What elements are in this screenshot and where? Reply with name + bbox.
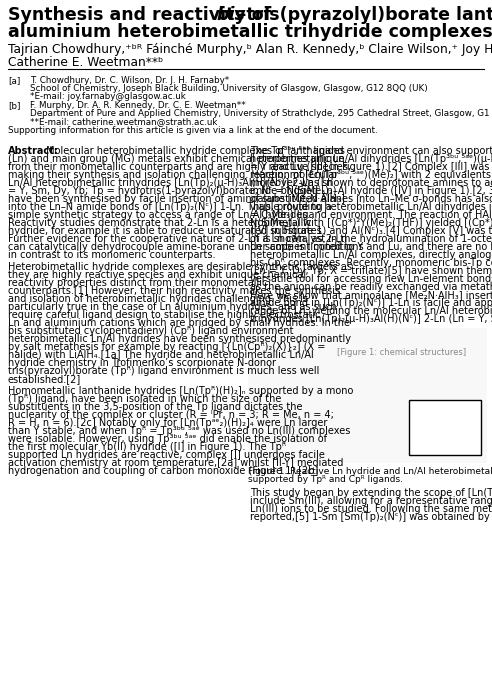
Text: = Y and Lu ([III] in Figure 1).[2] Complex [III] was synthesised by: = Y and Lu ([III] in Figure 1).[2] Compl…: [250, 162, 492, 172]
Text: require careful ligand design to stabilise the highly electrostatic: require careful ligand design to stabili…: [8, 310, 320, 320]
Text: Supporting information for this article is given via a link at the end of the do: Supporting information for this article …: [8, 126, 378, 135]
Text: T. Chowdhury, Dr. C. Wilson, Dr. J. H. Farnaby*: T. Chowdhury, Dr. C. Wilson, Dr. J. H. F…: [30, 76, 229, 85]
Text: reactivity properties distinct from their monometallic: reactivity properties distinct from thei…: [8, 278, 267, 288]
Text: Figure 1. Reactive Ln hydride and Ln/Al heterobimetallic hydride complexes: Figure 1. Reactive Ln hydride and Ln/Al …: [248, 467, 492, 476]
Text: particularly true in the case of Ln aluminium hydrides, and as such: particularly true in the case of Ln alum…: [8, 302, 337, 312]
Text: reaction of [Ln(Tp³ᵇᵘ,⁵ᵃᵉ)(Me)₂] with 2 equivalents of HAlMe₂, and: reaction of [Ln(Tp³ᵇᵘ,⁵ᵃᵉ)(Me)₂] with 2 …: [250, 170, 492, 180]
Text: as the anion can be readily exchanged via metathesis or protonolysis.: as the anion can be readily exchanged vi…: [250, 282, 492, 292]
Text: halide) with LiAlH₄.[1a] The hydride and heterobimetallic Ln/Al: halide) with LiAlH₄.[1a] The hydride and…: [8, 350, 314, 360]
Text: hydride, for example it is able to reduce unsaturated substrates.: hydride, for example it is able to reduc…: [8, 226, 325, 236]
Text: reported,[5] 1-Sm [Sm(Tp)₂(Nᶜ)] was obtained by: reported,[5] 1-Sm [Sm(Tp)₂(Nᶜ)] was obta…: [250, 512, 490, 522]
Text: trihydrides [Ln(Tp)₂(μ-H)₃Al(H)(Nᶜ)] 2-Ln (Ln = Y, Sm, Dy, Yb).: trihydrides [Ln(Tp)₂(μ-H)₃Al(H)(Nᶜ)] 2-L…: [250, 314, 492, 324]
Text: (Tpᴿ) ligand, have been isolated in which the size of the: (Tpᴿ) ligand, have been isolated in whic…: [8, 394, 281, 404]
Text: [Figure 1: chemical structures]: [Figure 1: chemical structures]: [337, 348, 466, 357]
Text: (Ln) and main group (MG) metals exhibit chemical properties unique: (Ln) and main group (MG) metals exhibit …: [8, 154, 344, 164]
Text: = Y, Sm, Dy, Yb; Tp = hydrotris(1-pyrazolyl)borate; Nᶜ = N(SiMe₃)₂): = Y, Sm, Dy, Yb; Tp = hydrotris(1-pyrazo…: [8, 186, 337, 196]
Text: Molecular heterobimetallic hydride complexes of lanthanides: Molecular heterobimetallic hydride compl…: [42, 146, 344, 156]
Text: can catalytically dehydrocouple amine-borane under ambient conditions: can catalytically dehydrocouple amine-bo…: [8, 242, 364, 252]
Text: include Sm(III), allowing for a representative range of differing: include Sm(III), allowing for a represen…: [250, 496, 492, 506]
Text: range of Ln, yielding the molecular Ln/Al heterobimetallic: range of Ln, yielding the molecular Ln/A…: [250, 306, 492, 316]
Text: have been synthesised by facile insertion of aminoalane [Me₂N·AlH₃]: have been synthesised by facile insertio…: [8, 194, 345, 204]
Text: The Tp³ᵇᵘ,⁵ᵃᵉ ligand environment can also support monomeric: The Tp³ᵇᵘ,⁵ᵃᵉ ligand environment can als…: [250, 146, 492, 156]
Text: F. Murphy, Dr. A. R. Kennedy, Dr. C. E. Weetman**: F. Murphy, Dr. A. R. Kennedy, Dr. C. E. …: [30, 101, 246, 110]
Text: Ln(III) ions to be studied. Following the same method as previously: Ln(III) ions to be studied. Following th…: [250, 504, 492, 514]
Text: Ln scope is limited to Y and Lu, and there are no bis-Tp stabilised: Ln scope is limited to Y and Lu, and the…: [250, 242, 492, 252]
Text: in contrast to its monomeric counterparts.: in contrast to its monomeric counterpart…: [8, 250, 215, 260]
Text: Heterobimetallic hydride complexes are desirable synthetic targets as: Heterobimetallic hydride complexes are d…: [8, 262, 352, 272]
Text: viable route to heterobimetallic Ln/Al dihydrides in the bis-Cp* (Cp*: viable route to heterobimetallic Ln/Al d…: [250, 202, 492, 212]
Text: into the Ln–N amide bonds of [Ln(Tp)₂(Nᶜ)] 1-Ln. Thus, providing a: into the Ln–N amide bonds of [Ln(Tp)₂(Nᶜ…: [8, 202, 332, 212]
Bar: [248, 328, 487, 463]
Text: than Y stable, and when Tpᴿ = Tp³ᵇᵘ,⁵ᵃᵉ was used no Ln(III) complexes: than Y stable, and when Tpᴿ = Tp³ᵇᵘ,⁵ᵃᵉ …: [8, 426, 350, 436]
Text: of substituted alanes into Ln–Me σ-bonds has also been shown to be a: of substituted alanes into Ln–Me σ-bonds…: [250, 194, 492, 204]
Text: Catherine E. Weetman**ᵇ: Catherine E. Weetman**ᵇ: [8, 56, 163, 69]
Text: versatile tool for accessing new Ln-element bonds (E = O[5a], N[5b]): versatile tool for accessing new Ln-elem…: [250, 274, 492, 284]
Text: by salt metathesis for example by reacting [{Ln(Cpᴿ)₂(X)}₂] (X =: by salt metathesis for example by reacti…: [8, 342, 325, 352]
Text: counterparts.[1] However, their high reactivity makes the synthesis: counterparts.[1] However, their high rea…: [8, 286, 340, 296]
Text: bis substituted cyclopentadienyl (Cpᴿ) ligand environment: bis substituted cyclopentadienyl (Cpᴿ) l…: [8, 326, 294, 336]
Text: Synthesis and reactivity of: Synthesis and reactivity of: [8, 6, 277, 24]
Text: nuclearity of the complex or cluster (R = ᴵPr, n = 3; R = Me, n = 4;: nuclearity of the complex or cluster (R …: [8, 410, 334, 420]
Text: N(SiMe₃)₂) with [(Cp*)²Y(Me)₂(THF)] yielded [(Cp*)²Y(μ-H)₂Al(Nᶜ)(Me)]: N(SiMe₃)₂) with [(Cp*)²Y(Me)₂(THF)] yiel…: [250, 218, 492, 228]
Text: Here we show that aminoalane [Me₂N·AlH₃] insertion into the Ln–N: Here we show that aminoalane [Me₂N·AlH₃]…: [250, 290, 492, 300]
Text: bis: bis: [216, 6, 245, 24]
Text: Ln/Al heterobimetallic trihydrides [Ln(Tp)₂(μ-H)₃Al(H)(Nᶜ)] 2-Ln (Ln: Ln/Al heterobimetallic trihydrides [Ln(T…: [8, 178, 333, 188]
Text: aluminium heterobimetallic trihydride complexes: aluminium heterobimetallic trihydride co…: [8, 23, 492, 41]
Text: from their monometallic counterparts and are highly reactive species,: from their monometallic counterparts and…: [8, 162, 351, 172]
Text: heterobimetallic Ln/Al complexes, directly analogous to the isolable: heterobimetallic Ln/Al complexes, direct…: [250, 250, 492, 260]
Text: School of Chemistry, Joseph Black Building, University of Glasgow, Glasgow, G12 : School of Chemistry, Joseph Black Buildi…: [30, 84, 428, 93]
Text: -tris(pyrazolyl)borate lanthanide-: -tris(pyrazolyl)borate lanthanide-: [239, 6, 492, 24]
Text: heterobimetallic Ln/Al dihydrides [Ln(Tp³ᵇᵘ,⁵ᵃᵉ)(μ-HAlMe₃)₂] where Ln: heterobimetallic Ln/Al dihydrides [Ln(Tp…: [250, 154, 492, 164]
Text: *E-mail: joy.farnaby@glasgow.ac.uk: *E-mail: joy.farnaby@glasgow.ac.uk: [30, 92, 186, 101]
Text: of a Ln catalyst in the hydroalumination of 1-octene. Using Tpᴿ the: of a Ln catalyst in the hydroalumination…: [250, 234, 492, 244]
Text: were isolable. However, using Tp³ᵇᵘ,⁵ᵃᵉ did enable the isolation of: were isolable. However, using Tp³ᵇᵘ,⁵ᵃᵉ …: [8, 434, 327, 444]
Text: making their synthesis and isolation challenging. Herein, molecular: making their synthesis and isolation cha…: [8, 170, 338, 180]
Bar: [409, 400, 481, 455]
Text: ([V] in Figure 1) and Al(Nᶜ)₃.[4] Complex [V] was the first example: ([V] in Figure 1) and Al(Nᶜ)₃.[4] Comple…: [250, 226, 492, 236]
Text: simple synthetic strategy to access a range of Ln/Al hydrides.: simple synthetic strategy to access a ra…: [8, 210, 310, 220]
Text: bis-Cpᴿ complexes. Recently, monomeric bis-Tp complexes [Ln(Tp)₂(X)]: bis-Cpᴿ complexes. Recently, monomeric b…: [250, 258, 492, 268]
Text: Reactivity studies demonstrate that 2-Ln is a heterobimetallic: Reactivity studies demonstrate that 2-Ln…: [8, 218, 311, 228]
Text: = C₅Me₅) ligand environment. The reaction of HAl(Nᶜ)₂ (Nᶜ =: = C₅Me₅) ligand environment. The reactio…: [250, 210, 492, 220]
Text: they are highly reactive species and exhibit unique chemical: they are highly reactive species and exh…: [8, 270, 306, 280]
Text: [a]: [a]: [8, 76, 20, 85]
Text: established.[2]: established.[2]: [8, 374, 81, 384]
Text: and isolation of heterobimetallic hydrides challenging. This is: and isolation of heterobimetallic hydrid…: [8, 294, 308, 304]
Text: Further evidence for the cooperative nature of 2-Ln is shown, as 2-Ln: Further evidence for the cooperative nat…: [8, 234, 347, 244]
Text: hydrogenation and coupling of carbon monoxide (Figure 1).[2b]: hydrogenation and coupling of carbon mon…: [8, 466, 318, 476]
Text: the first molecular Yb(II) hydride ([I] in Figure 1). The Tpᴿ: the first molecular Yb(II) hydride ([I] …: [8, 442, 286, 452]
Text: imide-bridged Ln–Al hydride ([IV] in Figure 1).[2, 3] The insertion: imide-bridged Ln–Al hydride ([IV] in Fig…: [250, 186, 492, 196]
Text: moreover was shown to deprotonate amines to access a rare: moreover was shown to deprotonate amines…: [250, 178, 492, 188]
Text: Tajrian Chowdhury,⁺ᵇᴿ Fáinché Murphy,ᵇ Alan R. Kennedy,ᵇ Claire Wilson,⁺ Joy H. : Tajrian Chowdhury,⁺ᵇᴿ Fáinché Murphy,ᵇ A…: [8, 43, 492, 56]
Text: hydride chemistry in Trofimenko’s scorpionate N-donor: hydride chemistry in Trofimenko’s scorpi…: [8, 358, 276, 368]
Text: supported Ln hydrides are reactive, complex [I] undergoes facile: supported Ln hydrides are reactive, comp…: [8, 450, 325, 460]
Text: Department of Pure and Applied Chemistry, University of Strathclyde, 295 Cathedr: Department of Pure and Applied Chemistry…: [30, 109, 492, 118]
Text: substituents in the 3,5-position of the Tp ligand dictates the: substituents in the 3,5-position of the …: [8, 402, 303, 412]
Text: [b]: [b]: [8, 101, 21, 110]
Text: (Ln = Y, Dy, Yb; X = triflate)[5] have shown themselves to be a: (Ln = Y, Dy, Yb; X = triflate)[5] have s…: [250, 266, 492, 276]
Text: activation chemistry at room temperature,[2a] whilst [II-Y] mediated: activation chemistry at room temperature…: [8, 458, 343, 468]
Text: R = H, n = 6).[2c] Notably only for [Ln(Tpᵃᵉ₂)(H)₂]₄ were Ln larger: R = H, n = 6).[2c] Notably only for [Ln(…: [8, 418, 327, 428]
Text: **E-mail: catherine.weetman@strath.ac.uk: **E-mail: catherine.weetman@strath.ac.uk: [30, 117, 217, 126]
Text: supported by Tpᴿ and Cpᴿ ligands.: supported by Tpᴿ and Cpᴿ ligands.: [248, 475, 403, 484]
Text: Abstract:: Abstract:: [8, 146, 59, 156]
Text: tris(pyrazolyl)borate (Tpᴿ) ligand environment is much less well: tris(pyrazolyl)borate (Tpᴿ) ligand envir…: [8, 366, 319, 376]
Text: heterobimetallic Ln/Al hydrides have been synthesised predominantly: heterobimetallic Ln/Al hydrides have bee…: [8, 334, 351, 344]
Text: This study began by extending the scope of [Ln(Tp)₂(X)] complexes to: This study began by extending the scope …: [250, 488, 492, 498]
Text: Ln and aluminium cations which are bridged by small hydrides. In the: Ln and aluminium cations which are bridg…: [8, 318, 350, 328]
Text: Homometallic lanthanide hydrides [Ln(Tpᴿ)(H)₂]ₙ supported by a mono: Homometallic lanthanide hydrides [Ln(Tpᴿ…: [8, 386, 353, 396]
Text: amide bond in [Ln(Tp)₂(Nᶜ)] 1-Ln is facile and applicable to a wide: amide bond in [Ln(Tp)₂(Nᶜ)] 1-Ln is faci…: [250, 298, 492, 308]
